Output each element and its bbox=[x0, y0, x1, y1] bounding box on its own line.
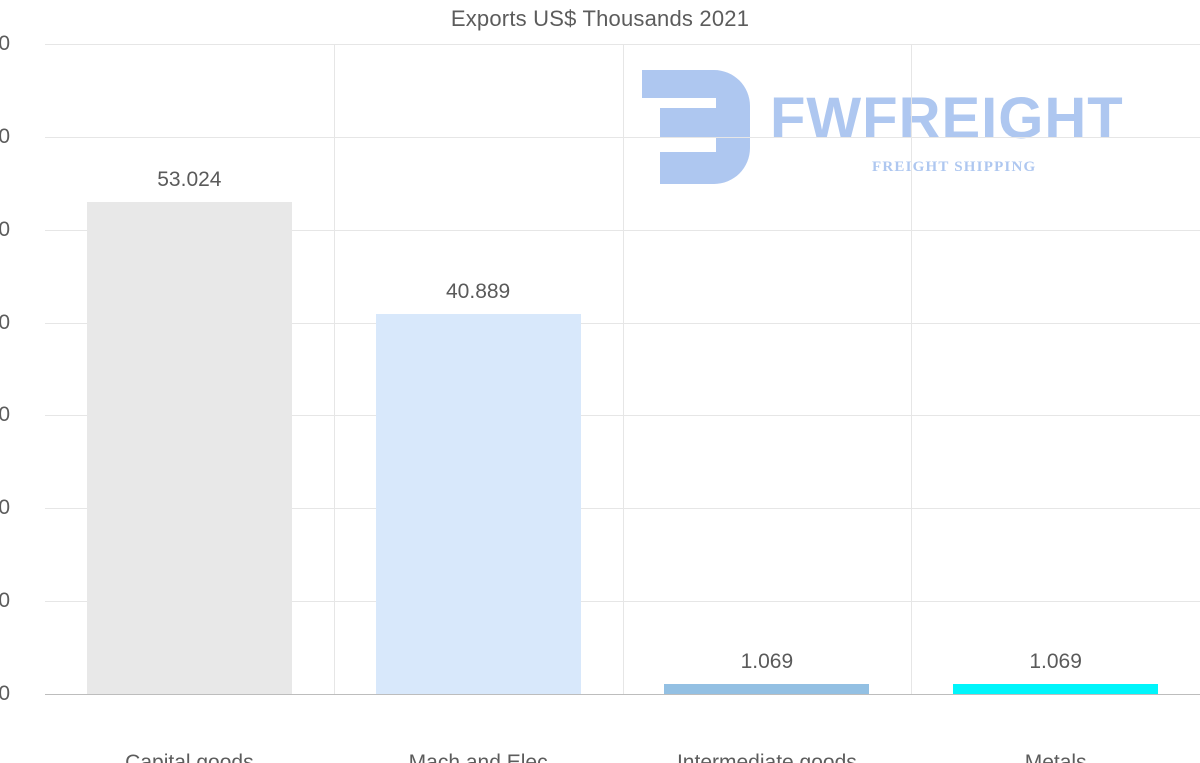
axis-baseline bbox=[45, 694, 1200, 695]
x-axis-category-label: Metals bbox=[1024, 751, 1087, 763]
plot-area: 70 60 50 40 30 20 10 0 53.024 40.889 1.069 1.069 C… bbox=[0, 32, 1200, 763]
gridline-horizontal bbox=[45, 44, 1200, 45]
gridline-vertical bbox=[623, 44, 624, 694]
gridline-horizontal bbox=[45, 322, 1200, 324]
gridline-horizontal bbox=[45, 229, 1200, 231]
y-axis-tick-label: 10 bbox=[0, 589, 10, 613]
gridline-horizontal bbox=[45, 415, 1200, 417]
y-axis-tick-label: 30 bbox=[0, 403, 10, 427]
bar-value-label: 1.069 bbox=[740, 650, 794, 674]
gridline-horizontal bbox=[45, 136, 1200, 138]
bar-value-label: 40.889 bbox=[446, 280, 511, 304]
x-axis-category-label: Capital goods bbox=[125, 751, 254, 763]
x-axis-category-label: Intermediate goods bbox=[676, 751, 857, 763]
bar-value-label: 1.069 bbox=[1029, 650, 1082, 674]
gridline-horizontal bbox=[45, 508, 1200, 510]
gridline-vertical bbox=[911, 44, 912, 694]
chart-title: Exports US$ Thousands 2021 bbox=[450, 6, 750, 31]
y-axis-tick-label: 0 bbox=[0, 682, 10, 705]
gridline-vertical bbox=[334, 44, 335, 694]
y-axis-tick-label: 60 bbox=[0, 124, 10, 148]
y-axis-tick-label: 70 bbox=[0, 32, 10, 55]
bar[interactable] bbox=[375, 314, 581, 694]
bar[interactable] bbox=[953, 684, 1159, 694]
bar-value-label: 53.024 bbox=[157, 167, 222, 191]
y-axis-tick-label: 50 bbox=[0, 217, 10, 241]
gridline-horizontal bbox=[45, 601, 1200, 603]
y-axis-tick-label: 20 bbox=[0, 496, 10, 520]
bar[interactable] bbox=[86, 201, 292, 694]
bar[interactable] bbox=[664, 684, 870, 694]
x-axis-category-label: Mach and Elec bbox=[408, 751, 548, 763]
y-axis-tick-label: 40 bbox=[0, 310, 10, 334]
